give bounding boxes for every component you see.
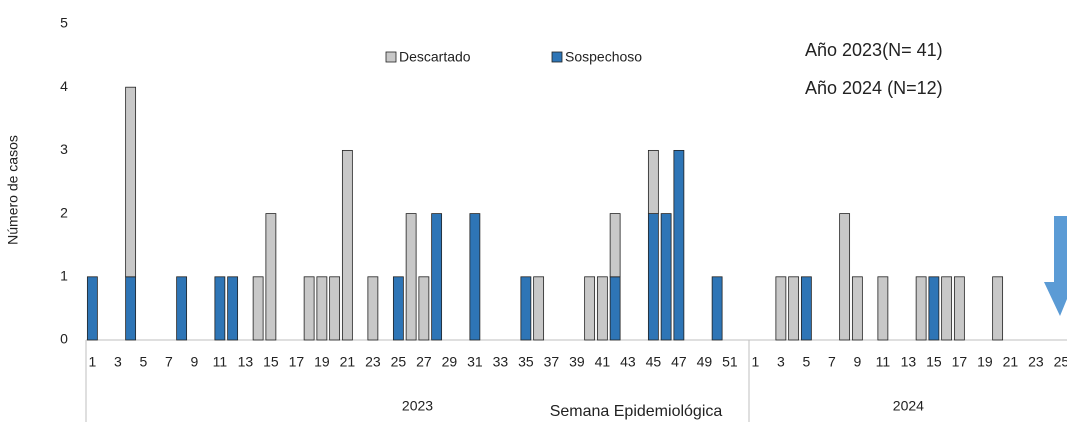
bar-segment	[329, 276, 341, 341]
x-tick-label: 25	[391, 354, 407, 370]
bar-segment	[877, 276, 889, 341]
y-axis-title: Número de casos	[5, 135, 21, 245]
x-tick-label: 51	[722, 354, 738, 370]
bar-segment	[941, 276, 953, 341]
x-tick-label: 43	[620, 354, 636, 370]
bar-segment	[431, 213, 443, 341]
bar-segment	[647, 213, 659, 341]
annotation: Año 2024 (N=12)	[805, 78, 943, 98]
bar-segment	[839, 213, 851, 341]
bar-segment	[405, 213, 417, 341]
x-tick-label: 17	[952, 354, 968, 370]
x-axis-title: Semana Epidemiológica	[550, 403, 723, 420]
bar-segment	[775, 276, 787, 341]
group-label: 2023	[402, 398, 433, 414]
bar-segment	[176, 276, 188, 341]
annotation: Año 2023(N= 41)	[805, 40, 943, 60]
bar-segment	[609, 213, 621, 278]
x-tick-label: 17	[289, 354, 305, 370]
bar-segment	[992, 276, 1004, 341]
x-tick-label: 9	[853, 354, 861, 370]
x-tick-label: 47	[671, 354, 687, 370]
x-tick-label: 1	[751, 354, 759, 370]
x-tick-label: 25	[1054, 354, 1067, 370]
x-tick-label: 35	[518, 354, 534, 370]
legend-swatch	[551, 51, 563, 63]
bar-segment	[392, 276, 404, 341]
y-tick-label: 1	[60, 268, 68, 284]
x-tick-label: 11	[876, 354, 891, 370]
x-tick-label: 3	[777, 354, 785, 370]
bar-segment	[341, 149, 353, 341]
legend-label: Descartado	[399, 49, 471, 65]
bar-segment	[520, 276, 532, 341]
x-tick-label: 23	[1028, 354, 1044, 370]
x-tick-label: 29	[442, 354, 458, 370]
bar-segment	[609, 276, 621, 341]
bar-segment	[252, 276, 264, 341]
x-tick-label: 19	[977, 354, 993, 370]
x-tick-label: 31	[467, 354, 483, 370]
bar-segment	[800, 276, 812, 341]
bar-segment	[227, 276, 239, 341]
bar-segment	[125, 86, 137, 278]
bar-segment	[647, 149, 659, 214]
bar-segment	[928, 276, 940, 341]
x-tick-label: 11	[213, 354, 228, 370]
x-tick-label: 7	[828, 354, 836, 370]
y-tick-label: 3	[60, 141, 68, 157]
bar-segment	[86, 276, 98, 341]
x-tick-label: 39	[569, 354, 585, 370]
x-tick-label: 27	[416, 354, 432, 370]
bar-segment	[367, 276, 379, 341]
bar-segment	[584, 276, 596, 341]
x-tick-label: 23	[365, 354, 381, 370]
bar-segment	[125, 276, 137, 341]
bar-segment	[711, 276, 723, 341]
x-tick-label: 13	[901, 354, 917, 370]
bar-segment	[265, 213, 277, 341]
legend-swatch	[385, 51, 397, 63]
x-tick-label: 15	[926, 354, 942, 370]
bar-segment	[316, 276, 328, 341]
x-tick-label: 3	[114, 354, 122, 370]
legend-label: Sospechoso	[565, 49, 642, 65]
y-tick-label: 2	[60, 204, 68, 220]
bar-segment	[533, 276, 545, 341]
y-tick-label: 4	[60, 78, 68, 94]
y-tick-label: 0	[60, 331, 68, 347]
x-tick-label: 13	[238, 354, 254, 370]
bar-segment	[214, 276, 226, 341]
group-label: 2024	[893, 398, 924, 414]
x-tick-label: 33	[493, 354, 509, 370]
arrow-icon	[1044, 216, 1067, 316]
x-tick-label: 9	[190, 354, 198, 370]
bar-segment	[915, 276, 927, 341]
bar-segment	[660, 213, 672, 341]
x-tick-label: 21	[340, 354, 356, 370]
x-tick-label: 5	[139, 354, 147, 370]
bar-segment	[788, 276, 800, 341]
x-tick-label: 1	[88, 354, 96, 370]
x-tick-label: 19	[314, 354, 330, 370]
bar-segment	[596, 276, 608, 341]
y-tick-label: 5	[60, 15, 68, 31]
bar-segment	[303, 276, 315, 341]
x-tick-label: 5	[802, 354, 810, 370]
x-tick-label: 49	[697, 354, 713, 370]
bar-segment	[953, 276, 965, 341]
x-tick-label: 37	[544, 354, 560, 370]
bar-segment	[673, 149, 685, 341]
bar-segment	[418, 276, 430, 341]
x-tick-label: 45	[646, 354, 662, 370]
x-tick-label: 15	[263, 354, 279, 370]
x-tick-label: 41	[595, 354, 611, 370]
x-tick-label: 7	[165, 354, 173, 370]
bar-segment	[851, 276, 863, 341]
x-tick-label: 21	[1003, 354, 1019, 370]
bar-segment	[469, 213, 481, 341]
